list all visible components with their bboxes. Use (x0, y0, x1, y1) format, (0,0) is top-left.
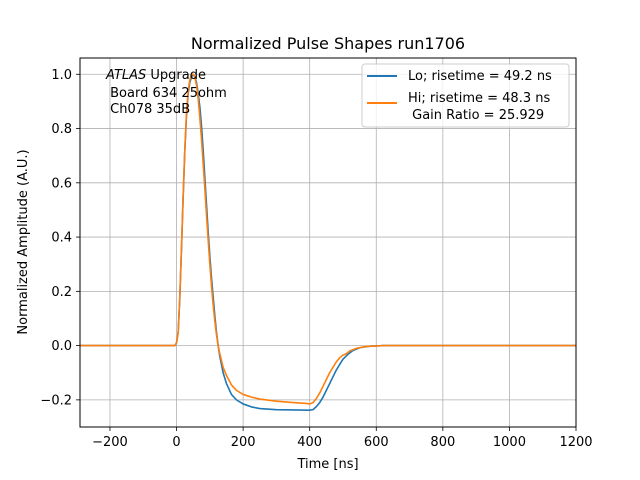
legend-label-hi-gain: Gain Ratio = 25.929 (408, 108, 544, 123)
chart-title: Normalized Pulse Shapes run1706 (191, 34, 465, 53)
x-axis-label: Time [ns] (296, 457, 358, 472)
y-tick-label: −0.2 (40, 393, 72, 408)
legend-box (361, 63, 570, 128)
legend: Lo; risetime = 49.2 ns Hi; risetime = 48… (361, 63, 570, 128)
y-tick-label: 0.0 (51, 339, 72, 354)
plot-frame (79, 57, 577, 428)
x-tick-label: 0 (172, 435, 180, 450)
legend-label-lo: Lo; risetime = 49.2 ns (408, 69, 552, 84)
x-tick-label: −200 (92, 435, 128, 450)
series-layer (80, 73, 576, 411)
annotation-line-1: ATLAS Upgrade (105, 68, 206, 83)
annotation-upgrade: Upgrade (146, 68, 206, 83)
y-tick-label: 0.4 (51, 231, 72, 246)
y-axis-label: Normalized Amplitude (A.U.) (16, 149, 31, 334)
y-axis-ticks: −0.2 0.0 0.2 0.4 0.6 0.8 1.0 (40, 68, 80, 408)
x-tick-label: 600 (364, 435, 389, 450)
annotation: ATLAS Upgrade Board 634 25ohm Ch078 35dB (105, 68, 227, 117)
y-tick-label: 0.2 (51, 285, 72, 300)
x-tick-label: 200 (231, 435, 256, 450)
annotation-line-2: Board 634 25ohm (106, 86, 227, 101)
x-tick-label: 800 (430, 435, 455, 450)
x-axis-ticks: −200 0 200 400 600 800 1000 1200 (92, 427, 593, 450)
x-tick-label: 1000 (493, 435, 526, 450)
series-line-hi (80, 73, 576, 405)
y-tick-label: 0.8 (51, 122, 72, 137)
annotation-line-3: Ch078 35dB (106, 102, 190, 117)
annotation-atlas: ATLAS (105, 68, 146, 83)
legend-label-hi: Hi; risetime = 48.3 ns (408, 91, 550, 106)
y-tick-label: 0.6 (51, 176, 72, 191)
x-tick-label: 1200 (559, 435, 592, 450)
y-tick-label: 1.0 (51, 68, 72, 83)
x-tick-label: 400 (297, 435, 322, 450)
